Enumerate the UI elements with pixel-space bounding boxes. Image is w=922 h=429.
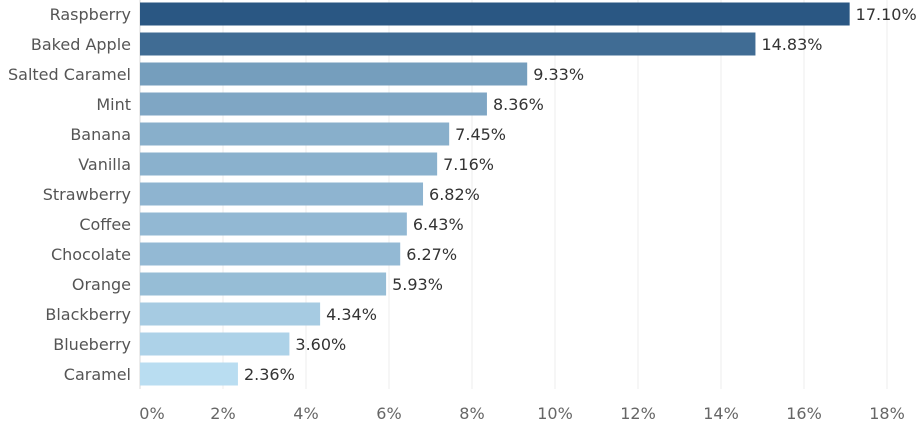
category-label: Raspberry: [50, 5, 131, 24]
value-label: 6.43%: [413, 215, 464, 234]
x-tick-label: 6%: [376, 404, 401, 423]
bar: [140, 242, 401, 266]
category-label: Strawberry: [43, 185, 131, 204]
value-label: 6.82%: [429, 185, 480, 204]
bar: [140, 32, 756, 56]
category-label: Chocolate: [51, 245, 131, 264]
category-label: Orange: [72, 275, 131, 294]
category-label: Coffee: [79, 215, 131, 234]
bar: [140, 2, 850, 26]
category-label: Blueberry: [53, 335, 131, 354]
bar: [140, 92, 487, 116]
value-label: 5.93%: [392, 275, 443, 294]
category-label: Blackberry: [45, 305, 131, 324]
value-label: 3.60%: [295, 335, 346, 354]
category-label: Vanilla: [78, 155, 131, 174]
category-label: Caramel: [64, 365, 131, 384]
bar: [140, 302, 321, 326]
bar: [140, 182, 424, 206]
value-label: 7.16%: [443, 155, 494, 174]
value-label: 2.36%: [244, 365, 295, 384]
value-labels: 17.10% 14.83% 9.33% 8.36% 7.45% 7.16% 6.82% 6.4…: [244, 5, 917, 384]
bar: [140, 272, 387, 296]
bar: [140, 122, 450, 146]
x-tick-label: 2%: [210, 404, 235, 423]
bar: [140, 212, 407, 236]
bars: [140, 2, 850, 386]
x-tick-label: 12%: [620, 404, 656, 423]
category-label: Banana: [70, 125, 131, 144]
value-label: 14.83%: [761, 35, 822, 54]
value-label: 4.34%: [326, 305, 377, 324]
bar: [140, 152, 438, 176]
category-labels: Raspberry Baked Apple Salted Caramel Mint Ba…: [8, 5, 131, 384]
bar: [140, 362, 238, 386]
value-label: 6.27%: [406, 245, 457, 264]
value-label: 9.33%: [533, 65, 584, 84]
bar: [140, 332, 290, 356]
bar: [140, 62, 528, 86]
x-tick-label: 0%: [139, 404, 164, 423]
category-label: Mint: [96, 95, 131, 114]
x-tick-label: 4%: [293, 404, 318, 423]
category-label: Salted Caramel: [8, 65, 131, 84]
x-tick-label: 16%: [786, 404, 822, 423]
x-tick-label: 18%: [869, 404, 905, 423]
x-tick-label: 14%: [703, 404, 739, 423]
x-tick-label: 8%: [459, 404, 484, 423]
x-axis-ticks: 0% 2% 4% 6% 8% 10% 12% 14% 16% 18%: [139, 404, 904, 423]
x-tick-label: 10%: [537, 404, 573, 423]
value-label: 17.10%: [856, 5, 917, 24]
value-label: 8.36%: [493, 95, 544, 114]
category-label: Baked Apple: [31, 35, 131, 54]
value-label: 7.45%: [455, 125, 506, 144]
